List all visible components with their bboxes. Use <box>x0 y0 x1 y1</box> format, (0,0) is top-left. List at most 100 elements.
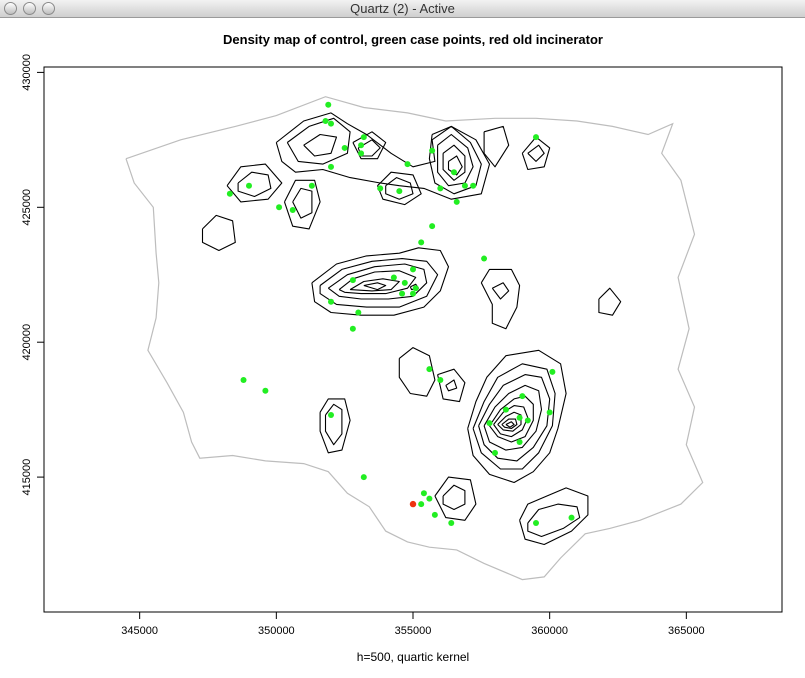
contour-line <box>527 503 581 538</box>
case-point <box>404 161 411 168</box>
x-tick-label: 365000 <box>668 625 705 637</box>
case-point <box>328 120 334 127</box>
case-point <box>453 198 460 205</box>
case-point <box>358 150 365 157</box>
case-point <box>461 182 468 189</box>
contour-line <box>398 347 436 397</box>
contour-line <box>501 418 518 430</box>
contour-line <box>483 384 543 451</box>
window-title: Quartz (2) - Active <box>350 1 455 16</box>
case-point <box>341 144 348 151</box>
x-axis: 345000 350000 355000 360000 365000 <box>121 612 705 637</box>
boundary-line <box>125 96 704 581</box>
contour-line <box>442 484 466 511</box>
case-point <box>533 134 539 141</box>
contour-line <box>527 144 545 162</box>
contour-line <box>275 112 491 200</box>
case-point <box>328 298 334 305</box>
contour-line <box>237 171 272 198</box>
case-point <box>396 188 403 195</box>
contour-line <box>303 133 338 157</box>
zoom-window-button[interactable] <box>42 2 55 15</box>
case-point <box>360 474 367 481</box>
contour-line <box>311 247 450 316</box>
case-point <box>568 514 575 521</box>
case-point <box>401 279 408 286</box>
window-titlebar: Quartz (2) - Active <box>0 0 805 18</box>
case-point <box>426 495 433 502</box>
case-point <box>448 519 455 526</box>
point-markers <box>226 101 575 526</box>
contour-line <box>338 270 417 295</box>
case-point <box>349 325 356 332</box>
contour-line <box>283 179 321 230</box>
density-chart: Density map of control, green case point… <box>21 32 783 664</box>
case-point <box>358 142 365 149</box>
case-point <box>399 290 406 297</box>
case-point <box>418 239 425 246</box>
contour-line <box>226 163 283 203</box>
contour-line <box>376 171 422 206</box>
x-tick-label: 360000 <box>531 625 568 637</box>
case-point <box>262 387 269 394</box>
case-point <box>377 185 384 192</box>
contour-line <box>363 282 387 291</box>
contour-line <box>327 263 428 300</box>
study-region-boundary <box>125 96 704 581</box>
contour-line <box>489 395 534 443</box>
case-point <box>516 414 523 421</box>
case-point <box>289 206 296 213</box>
case-point <box>492 449 498 456</box>
y-tick-label: 425000 <box>21 189 33 226</box>
incinerator-point <box>409 500 417 508</box>
case-point <box>410 290 416 297</box>
density-contours <box>201 112 622 546</box>
case-point <box>502 406 509 413</box>
plot-area: Density map of control, green case point… <box>0 18 805 678</box>
contour-line <box>445 379 458 392</box>
case-point <box>486 420 493 427</box>
minimize-window-button[interactable] <box>23 2 36 15</box>
contour-line <box>521 136 551 171</box>
contour-line <box>493 405 529 438</box>
contour-line <box>319 398 351 454</box>
case-point <box>418 501 425 508</box>
case-point <box>412 285 419 292</box>
case-point <box>322 117 329 124</box>
case-point <box>524 417 531 424</box>
case-point <box>426 366 433 373</box>
contour-line <box>324 403 343 446</box>
case-point <box>325 101 332 108</box>
contour-line <box>505 421 515 428</box>
contour-line <box>437 368 466 403</box>
contour-line <box>483 125 510 168</box>
case-point <box>349 277 356 284</box>
case-point <box>519 393 526 400</box>
close-window-button[interactable] <box>4 2 17 15</box>
case-point <box>437 185 444 192</box>
contour-line <box>480 268 521 330</box>
case-point <box>360 134 367 141</box>
case-point <box>328 163 334 170</box>
contour-line <box>434 476 477 521</box>
case-point <box>240 376 247 383</box>
case-point <box>546 409 553 416</box>
contour-line <box>437 133 474 187</box>
case-point <box>226 190 233 197</box>
case-point <box>481 255 488 262</box>
case-point <box>276 204 283 211</box>
contour-line <box>385 177 414 200</box>
case-point <box>549 368 556 375</box>
case-point <box>308 182 315 189</box>
x-tick-label: 355000 <box>395 625 432 637</box>
contour-line <box>201 214 236 252</box>
contour-line <box>491 282 510 300</box>
contour-line <box>442 144 466 181</box>
case-point <box>516 439 523 446</box>
contour-line <box>447 155 463 176</box>
case-point <box>246 182 252 189</box>
contour-line <box>598 287 622 316</box>
y-tick-label: 415000 <box>21 459 33 496</box>
contour-line <box>519 487 589 546</box>
case-point <box>470 182 477 189</box>
